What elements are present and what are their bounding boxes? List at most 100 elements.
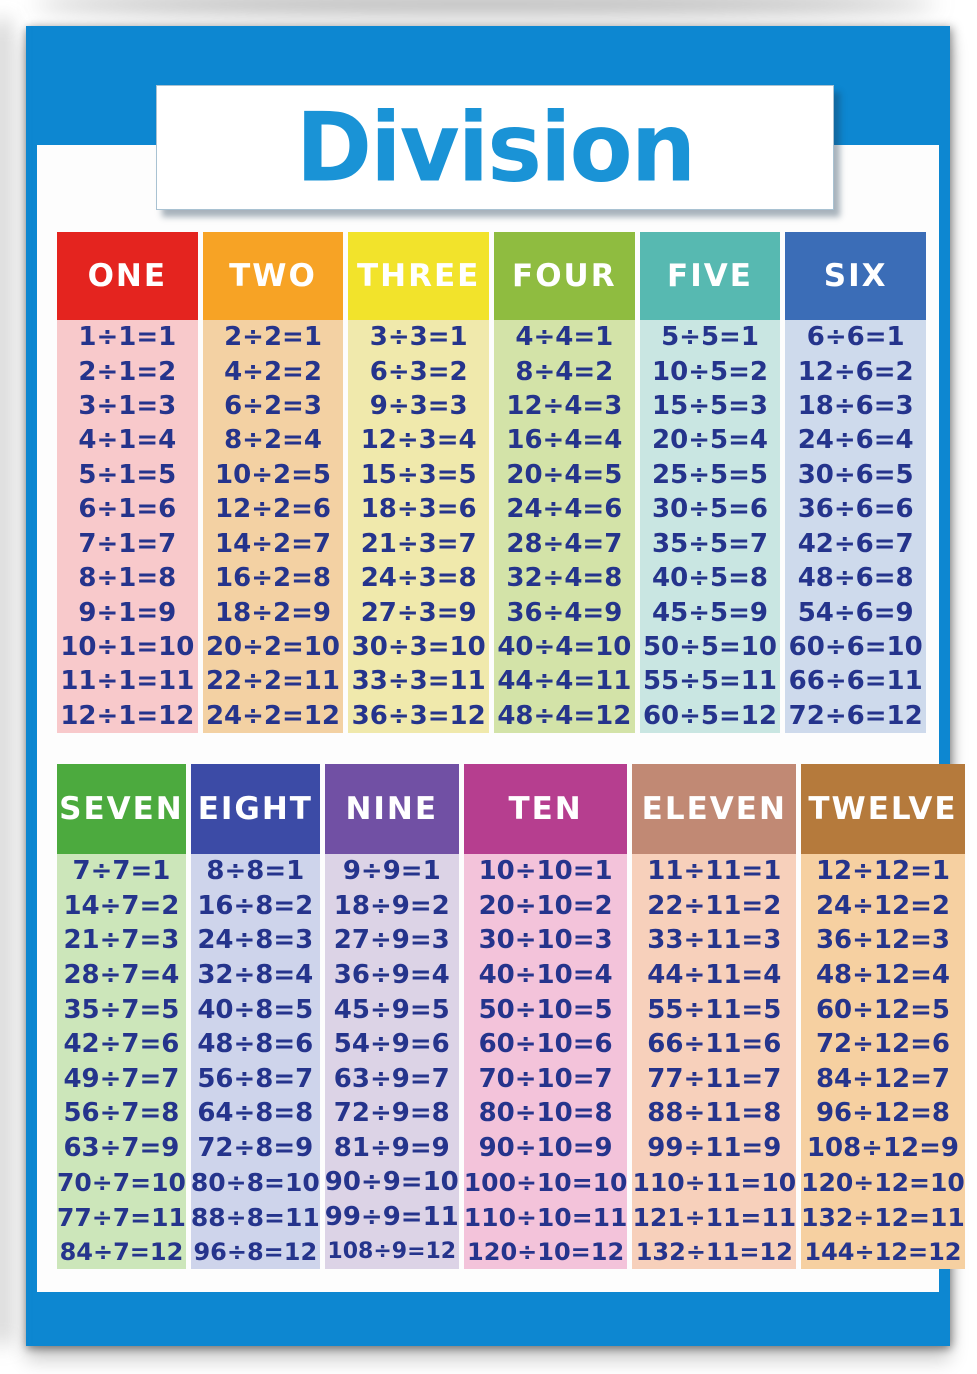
equation-cell: 72÷8=9 <box>191 1131 320 1166</box>
equation-cell: 63÷7=9 <box>57 1131 186 1166</box>
division-column-five: FIVE 5÷5=1 10÷5=2 15÷5=3 20÷5=4 25÷5=5 30÷5=6 3… <box>639 232 781 733</box>
equation-text: 22÷2=11 <box>205 666 340 697</box>
equation-cell: 84÷7=12 <box>57 1234 186 1269</box>
equation-text: 36÷3=12 <box>351 700 486 731</box>
equation-text: 7÷7=1 <box>72 856 171 887</box>
equation-cell: 6÷6=1 <box>785 320 926 354</box>
equation-text: 15÷3=5 <box>360 459 477 490</box>
equation-cell: 30÷10=3 <box>464 923 628 958</box>
equation-text: 11÷11=1 <box>647 856 782 887</box>
equation-cell: 36÷6=6 <box>785 492 926 526</box>
equation-cell: 12÷6=2 <box>785 354 926 388</box>
equation-cell: 15÷5=3 <box>640 389 781 423</box>
equation-text: 12÷4=3 <box>506 391 623 422</box>
equation-text: 33÷3=11 <box>351 666 486 697</box>
equation-cell: 36÷9=4 <box>325 958 459 993</box>
equation-cell: 88÷11=8 <box>632 1096 796 1131</box>
equation-cell: 60÷10=6 <box>464 1027 628 1062</box>
column-header-label: EIGHT <box>197 791 313 827</box>
equation-cell: 36÷12=3 <box>801 923 965 958</box>
equation-cell: 6÷2=3 <box>203 389 344 423</box>
equation-cell: 3÷1=3 <box>57 389 198 423</box>
equation-cell: 100÷10=10 <box>464 1165 628 1200</box>
equation-cell: 8÷4=2 <box>494 354 635 388</box>
equation-text: 24÷6=4 <box>797 425 914 456</box>
equation-text: 6÷3=2 <box>369 356 468 387</box>
equation-text: 72÷12=6 <box>815 1029 950 1060</box>
equation-cell: 66÷11=6 <box>632 1027 796 1062</box>
column-header-label: ELEVEN <box>641 791 787 827</box>
equation-text: 48÷12=4 <box>815 960 950 991</box>
equation-text: 27÷9=3 <box>333 925 450 956</box>
equation-text: 20÷2=10 <box>205 632 340 662</box>
column-header: TWELVE <box>801 764 965 854</box>
equation-cell: 70÷10=7 <box>464 1061 628 1096</box>
equation-cell: 44÷4=11 <box>494 664 635 698</box>
equation-text: 108÷9=12 <box>327 1239 457 1265</box>
equation-text: 80÷8=10 <box>190 1167 320 1197</box>
equation-cell: 6÷1=6 <box>57 492 198 526</box>
equation-cell: 20÷4=5 <box>494 458 635 492</box>
poster-title: Division <box>295 91 696 204</box>
equation-text: 144÷12=12 <box>804 1237 962 1266</box>
equation-text: 72÷9=8 <box>333 1098 450 1129</box>
equation-text: 2÷1=2 <box>78 356 177 387</box>
equation-text: 4÷4=1 <box>515 322 614 353</box>
equation-text: 35÷7=5 <box>63 994 180 1025</box>
equation-text: 40÷4=10 <box>497 632 632 662</box>
equation-cell: 40÷10=4 <box>464 958 628 993</box>
equation-text: 70÷7=10 <box>57 1167 186 1197</box>
equation-text: 63÷9=7 <box>333 1063 450 1094</box>
equation-text: 44÷11=4 <box>647 960 782 991</box>
equation-cell: 132÷11=12 <box>632 1234 796 1269</box>
equation-cell: 42÷7=6 <box>57 1027 186 1062</box>
equation-cell: 40÷8=5 <box>191 992 320 1027</box>
equation-cell: 4÷1=4 <box>57 423 198 457</box>
equation-cell: 36÷3=12 <box>348 699 489 733</box>
equation-text: 24÷3=8 <box>360 563 477 594</box>
equation-cell: 70÷7=10 <box>57 1165 186 1200</box>
table-group-seven-to-twelve: SEVEN 7÷7=1 14÷7=2 21÷7=3 28÷7=4 35÷7=5 42÷7=6… <box>57 764 965 1269</box>
equation-cell: 77÷7=11 <box>57 1200 186 1235</box>
division-column-four: FOUR 4÷4=1 8÷4=2 12÷4=3 16÷4=4 20÷4=5 24÷4=6 28… <box>494 232 635 733</box>
equation-cell: 12÷1=12 <box>57 699 198 733</box>
equation-text: 45÷5=9 <box>652 597 768 628</box>
equation-cell: 60÷5=12 <box>640 699 781 733</box>
column-body: 2÷2=1 4÷2=2 6÷2=3 8÷2=4 10÷2=5 12÷2=6 14÷2=7 16… <box>202 320 344 733</box>
equation-text: 16÷2=8 <box>215 563 331 594</box>
equation-cell: 99÷9=11 <box>325 1200 459 1235</box>
column-header-label: TWO <box>229 258 317 294</box>
equation-text: 27÷3=9 <box>360 597 477 628</box>
column-body: 11÷11=1 22÷11=2 33÷11=3 44÷11=4 55÷11=5 66÷11… <box>632 854 797 1269</box>
equation-cell: 36÷4=9 <box>494 595 635 629</box>
equation-text: 55÷11=5 <box>647 994 782 1025</box>
equation-text: 55÷5=11 <box>642 666 777 697</box>
equation-cell: 22÷2=11 <box>203 664 344 698</box>
equation-text: 64÷8=8 <box>197 1098 314 1129</box>
equation-cell: 45÷9=5 <box>325 992 459 1027</box>
equation-cell: 72÷12=6 <box>801 1027 965 1062</box>
equation-text: 6÷6=1 <box>806 322 905 353</box>
equation-cell: 21÷7=3 <box>57 923 186 958</box>
equation-cell: 96÷8=12 <box>191 1234 320 1269</box>
equation-cell: 12÷3=4 <box>348 423 489 457</box>
equation-cell: 1÷1=1 <box>57 320 198 354</box>
equation-text: 99÷9=11 <box>324 1202 459 1233</box>
equation-text: 90÷9=10 <box>324 1167 459 1198</box>
poster-title-box: Division <box>156 85 834 210</box>
column-header: TEN <box>463 764 628 854</box>
equation-text: 18÷3=6 <box>360 494 477 525</box>
equation-cell: 120÷10=12 <box>464 1234 628 1269</box>
equation-cell: 110÷11=10 <box>632 1165 796 1200</box>
equation-cell: 18÷9=2 <box>325 889 459 924</box>
equation-text: 15÷5=3 <box>652 391 768 422</box>
equation-text: 100÷10=10 <box>463 1167 628 1197</box>
equation-cell: 144÷12=12 <box>801 1234 965 1269</box>
equation-cell: 12÷2=6 <box>203 492 344 526</box>
equation-cell: 88÷8=11 <box>191 1200 320 1235</box>
equation-cell: 16÷2=8 <box>203 561 344 595</box>
division-poster: Division ONE 1÷1=1 2÷1=2 3÷1=3 4÷1=4 5÷1=5 6÷1… <box>26 26 965 1346</box>
equation-text: 120÷12=10 <box>801 1167 965 1197</box>
equation-text: 80÷10=8 <box>478 1098 613 1129</box>
equation-text: 28÷4=7 <box>506 528 623 559</box>
